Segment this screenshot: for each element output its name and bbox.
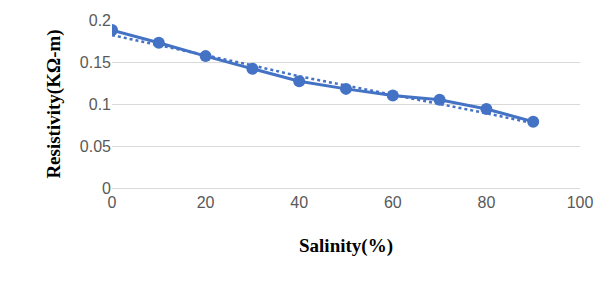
svg-text:0.1: 0.1 (89, 96, 111, 113)
svg-text:0.15: 0.15 (80, 54, 111, 71)
svg-text:Resistivity(KΩ-m): Resistivity(KΩ-m) (43, 29, 65, 178)
svg-text:Salinity(%): Salinity(%) (299, 235, 393, 257)
svg-text:0.05: 0.05 (80, 138, 111, 155)
svg-text:40: 40 (290, 194, 308, 211)
svg-text:100: 100 (567, 194, 594, 211)
svg-text:0: 0 (108, 194, 117, 211)
svg-text:60: 60 (384, 194, 402, 211)
svg-text:80: 80 (478, 194, 496, 211)
svg-text:0: 0 (102, 180, 111, 197)
svg-text:0.2: 0.2 (89, 12, 111, 29)
svg-text:20: 20 (197, 194, 215, 211)
